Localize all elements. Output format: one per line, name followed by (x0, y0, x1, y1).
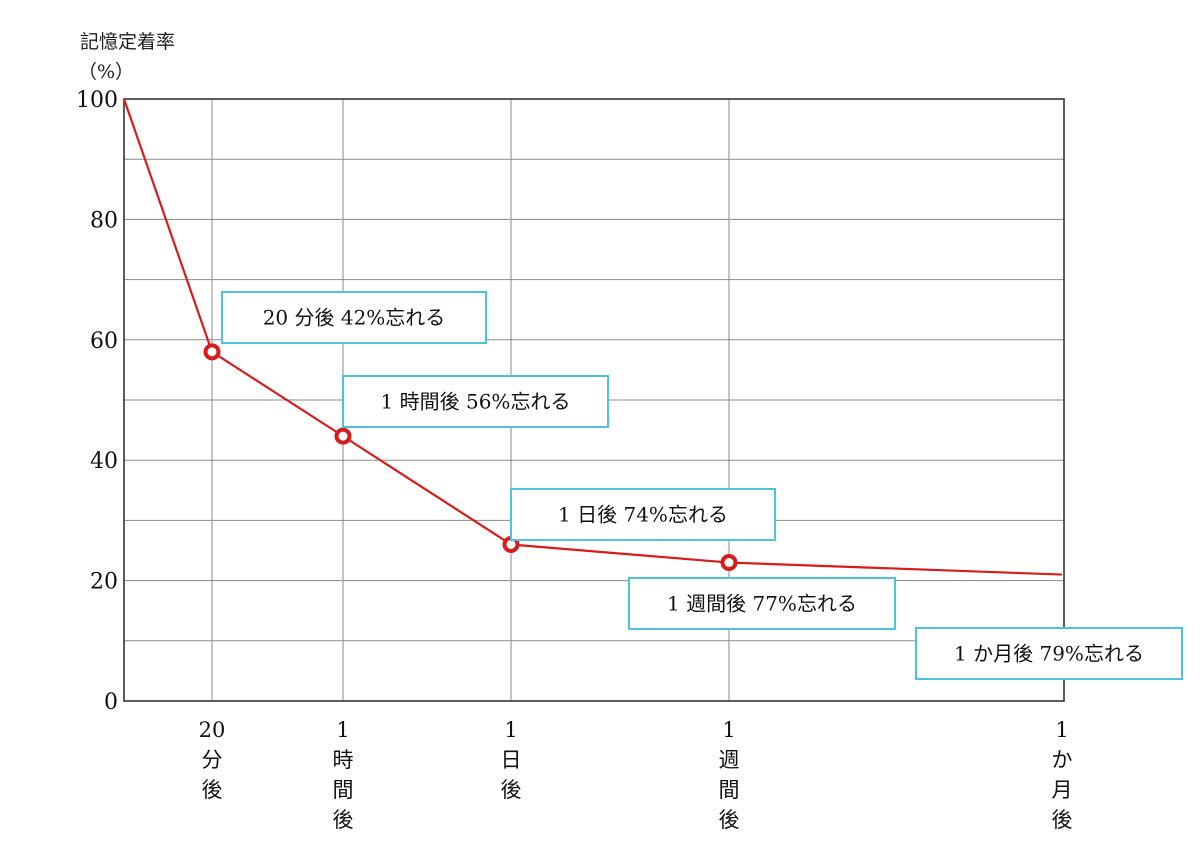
annotations: 20 分後 42%忘れる 1 時間後 56%忘れる 1 日後 74%忘れる 1 週間後… (221, 291, 1183, 680)
y-tick-label: 100 (76, 88, 118, 113)
x-tick-label-line: 後 (1052, 808, 1073, 832)
x-tick-label-line: か (1052, 748, 1073, 772)
annotation: 20 分後 42%忘れる (221, 291, 487, 344)
x-tick-label-line: 後 (333, 808, 354, 832)
x-tick-label-line: 月 (1052, 778, 1073, 802)
x-tick-label-line: 後 (202, 778, 223, 802)
y-tick-label: 0 (104, 690, 118, 715)
plot-frame (123, 98, 1065, 702)
y-ticks: 100 80 60 40 20 0 (76, 88, 118, 715)
x-tick-label: 1 週間後 (719, 718, 740, 832)
data-point (203, 343, 221, 361)
x-tick-label-line: 1 (504, 718, 517, 742)
annotation-box (221, 291, 487, 344)
annotation: 1 週間後 77%忘れる (628, 577, 896, 630)
annotation: 1 か月後 79%忘れる (915, 627, 1183, 680)
x-tick-label-line: 間 (333, 778, 354, 802)
x-tick-label-line: 1 (1055, 718, 1068, 742)
data-point (720, 554, 738, 572)
x-tick-label-line: 間 (719, 778, 740, 802)
x-tick-label: 1 か月後 (1052, 718, 1073, 832)
annotation-text: 1 時間後 56%忘れる (381, 390, 571, 414)
y-axis-label-line1: 記憶定着率 (80, 31, 175, 53)
series (122, 98, 1063, 576)
annotation-text: 20 分後 42%忘れる (263, 306, 446, 330)
x-tick-label-line: 1 (336, 718, 349, 742)
annotation-text: 1 か月後 79%忘れる (954, 642, 1144, 666)
x-tick-label-line: 時 (333, 748, 354, 772)
y-tick-label: 60 (90, 329, 118, 354)
axes (123, 98, 1065, 702)
x-tick-label-line: 日 (501, 748, 522, 772)
annotation-text: 1 週間後 77%忘れる (667, 592, 857, 616)
annotation-box (342, 375, 609, 428)
x-tick-label-line: 1 (722, 718, 735, 742)
x-tick-label-line: 週 (719, 748, 740, 772)
annotation-box (628, 577, 896, 630)
y-axis-label-line2: （%） (78, 61, 134, 83)
x-tick-label-line: 分 (202, 748, 223, 772)
x-tick-label: 1 日後 (501, 718, 522, 802)
y-tick-label: 20 (90, 570, 118, 595)
data-point (334, 427, 352, 445)
series-line (122, 98, 1063, 576)
annotation-box (510, 488, 776, 541)
x-tick-label-line: 後 (719, 808, 740, 832)
x-tick-label-line: 後 (501, 778, 522, 802)
x-tick-label: 20 分後 (199, 718, 226, 802)
x-tick-label-line: 20 (199, 718, 226, 742)
y-tick-label: 40 (90, 449, 118, 474)
annotation: 1 日後 74%忘れる (510, 488, 776, 541)
x-tick-label: 1 時間後 (333, 718, 354, 832)
annotation-box (915, 627, 1183, 680)
annotation-text: 1 日後 74%忘れる (558, 503, 728, 527)
annotation: 1 時間後 56%忘れる (342, 375, 609, 428)
y-tick-label: 80 (90, 208, 118, 233)
